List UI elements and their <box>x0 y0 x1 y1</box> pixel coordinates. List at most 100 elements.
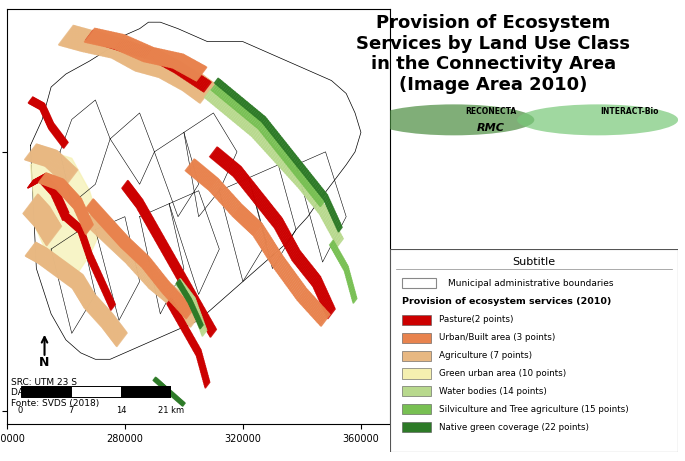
Polygon shape <box>97 308 109 323</box>
Polygon shape <box>287 241 295 252</box>
Polygon shape <box>76 281 87 296</box>
Polygon shape <box>93 33 102 43</box>
Polygon shape <box>35 248 46 261</box>
Polygon shape <box>292 156 298 163</box>
Polygon shape <box>42 177 49 185</box>
Polygon shape <box>323 297 330 308</box>
Polygon shape <box>169 291 181 306</box>
Polygon shape <box>103 314 114 329</box>
Polygon shape <box>31 178 37 186</box>
Polygon shape <box>47 182 53 190</box>
Polygon shape <box>105 220 114 231</box>
Polygon shape <box>227 199 238 212</box>
Polygon shape <box>260 234 270 248</box>
Polygon shape <box>24 195 39 215</box>
Polygon shape <box>286 273 297 287</box>
Polygon shape <box>136 44 147 59</box>
Polygon shape <box>193 300 200 308</box>
Polygon shape <box>58 25 75 45</box>
Polygon shape <box>43 220 58 241</box>
Polygon shape <box>110 303 115 310</box>
Polygon shape <box>123 42 132 52</box>
Polygon shape <box>31 146 44 162</box>
Polygon shape <box>86 211 97 225</box>
Polygon shape <box>34 247 45 260</box>
Polygon shape <box>223 94 229 101</box>
Polygon shape <box>308 175 312 181</box>
Polygon shape <box>179 275 186 284</box>
Polygon shape <box>108 321 119 336</box>
Polygon shape <box>331 227 338 237</box>
Polygon shape <box>156 380 160 384</box>
Polygon shape <box>45 225 61 245</box>
Polygon shape <box>109 301 114 307</box>
Polygon shape <box>176 67 192 88</box>
Polygon shape <box>63 187 71 197</box>
Polygon shape <box>321 191 326 198</box>
Polygon shape <box>29 245 40 259</box>
Polygon shape <box>174 396 177 400</box>
Polygon shape <box>194 166 204 179</box>
Polygon shape <box>294 167 300 175</box>
Polygon shape <box>98 34 106 44</box>
Polygon shape <box>34 206 49 226</box>
Polygon shape <box>334 248 338 254</box>
Polygon shape <box>179 320 184 327</box>
Polygon shape <box>48 257 60 271</box>
Polygon shape <box>45 115 50 122</box>
Polygon shape <box>341 260 346 267</box>
Polygon shape <box>115 35 127 50</box>
Polygon shape <box>133 249 142 260</box>
Polygon shape <box>38 148 51 165</box>
Polygon shape <box>79 286 90 301</box>
Polygon shape <box>74 223 79 229</box>
Polygon shape <box>252 223 262 236</box>
Polygon shape <box>119 42 135 63</box>
Polygon shape <box>139 53 155 72</box>
Polygon shape <box>328 204 333 211</box>
Polygon shape <box>240 119 247 128</box>
Polygon shape <box>297 256 305 267</box>
Polygon shape <box>192 298 199 307</box>
Polygon shape <box>81 31 97 51</box>
Polygon shape <box>114 230 122 240</box>
Polygon shape <box>250 116 256 123</box>
Polygon shape <box>54 179 63 189</box>
Polygon shape <box>218 100 225 110</box>
Polygon shape <box>182 305 191 316</box>
Polygon shape <box>95 33 103 43</box>
Polygon shape <box>109 323 120 337</box>
Polygon shape <box>240 99 245 105</box>
Polygon shape <box>175 297 184 308</box>
Polygon shape <box>101 313 112 327</box>
Polygon shape <box>87 253 92 260</box>
Polygon shape <box>82 32 99 52</box>
Polygon shape <box>179 66 188 77</box>
Polygon shape <box>177 279 180 285</box>
Polygon shape <box>112 236 124 251</box>
Polygon shape <box>77 226 83 232</box>
Polygon shape <box>221 84 227 90</box>
Polygon shape <box>38 102 43 109</box>
Polygon shape <box>139 204 146 213</box>
Bar <box>121 386 171 397</box>
Polygon shape <box>319 290 327 301</box>
Polygon shape <box>188 291 195 301</box>
Polygon shape <box>238 106 245 113</box>
Polygon shape <box>182 304 193 319</box>
Polygon shape <box>75 223 79 230</box>
Polygon shape <box>73 198 82 208</box>
Polygon shape <box>247 183 255 194</box>
Polygon shape <box>125 184 132 193</box>
Polygon shape <box>145 48 157 62</box>
Polygon shape <box>151 270 160 281</box>
Polygon shape <box>145 271 157 285</box>
Text: Silviculture and Tree agriculture (15 points): Silviculture and Tree agriculture (15 po… <box>439 405 629 414</box>
Text: Urban/Built area (3 points): Urban/Built area (3 points) <box>439 333 556 342</box>
Polygon shape <box>197 352 202 359</box>
Polygon shape <box>128 252 140 266</box>
Polygon shape <box>318 287 326 298</box>
Polygon shape <box>317 310 327 324</box>
Polygon shape <box>305 171 310 177</box>
Polygon shape <box>90 260 95 266</box>
